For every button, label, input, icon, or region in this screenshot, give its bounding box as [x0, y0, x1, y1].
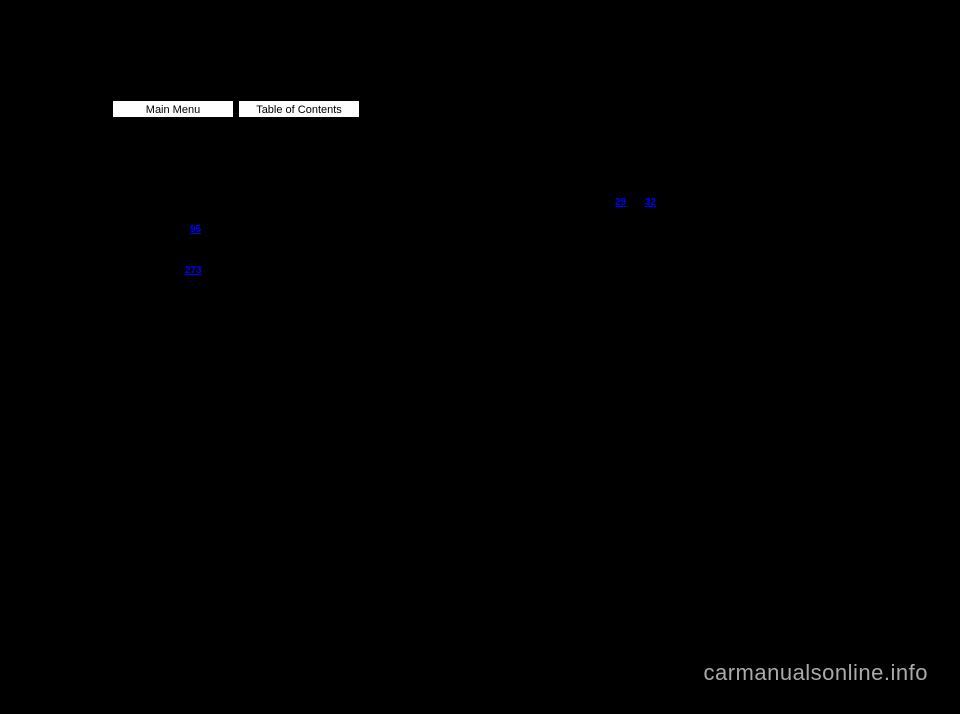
page-link-29[interactable]: 29	[615, 197, 626, 208]
document-page: Main Menu Table of Contents 95 273 29 32…	[0, 0, 960, 714]
nav-button-row: Main Menu Table of Contents	[112, 100, 360, 118]
page-link-95[interactable]: 95	[190, 224, 201, 235]
table-of-contents-button[interactable]: Table of Contents	[238, 100, 360, 118]
watermark-text: carmanualsonline.info	[703, 660, 928, 686]
main-menu-button[interactable]: Main Menu	[112, 100, 234, 118]
page-link-32[interactable]: 32	[645, 197, 656, 208]
page-link-273[interactable]: 273	[185, 265, 202, 276]
